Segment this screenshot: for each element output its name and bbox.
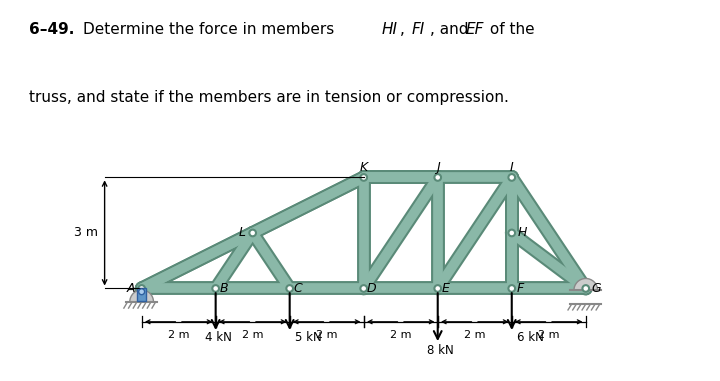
Wedge shape: [574, 279, 598, 290]
Circle shape: [434, 285, 441, 292]
Text: 5 kN: 5 kN: [295, 331, 322, 344]
Polygon shape: [137, 288, 146, 301]
Circle shape: [139, 289, 145, 295]
Circle shape: [508, 174, 515, 181]
Text: 2 m: 2 m: [168, 330, 189, 340]
Text: K: K: [359, 160, 368, 174]
Text: A: A: [127, 282, 135, 295]
Text: E: E: [442, 282, 450, 295]
Text: 2 m: 2 m: [538, 330, 559, 340]
Wedge shape: [130, 290, 153, 302]
Text: , and: , and: [430, 22, 473, 37]
Text: Determine the force in members: Determine the force in members: [83, 22, 339, 37]
Text: HI: HI: [382, 22, 397, 37]
Text: 6–49.: 6–49.: [29, 22, 74, 37]
Circle shape: [249, 230, 256, 236]
Text: 2 m: 2 m: [242, 330, 264, 340]
Text: G: G: [591, 282, 601, 295]
Circle shape: [361, 174, 367, 181]
Text: L: L: [239, 226, 246, 239]
Text: 3 m: 3 m: [74, 226, 98, 239]
Text: I: I: [510, 160, 513, 174]
Circle shape: [582, 285, 589, 292]
Text: D: D: [367, 282, 377, 295]
Text: 2 m: 2 m: [464, 330, 485, 340]
Text: 4 kN: 4 kN: [204, 331, 231, 344]
Text: H: H: [518, 226, 527, 239]
Text: ,: ,: [400, 22, 410, 37]
Text: truss, and state if the members are in tension or compression.: truss, and state if the members are in t…: [29, 90, 508, 105]
Circle shape: [508, 230, 515, 236]
Text: C: C: [294, 282, 302, 295]
Text: of the: of the: [485, 22, 535, 37]
Text: B: B: [220, 282, 228, 295]
Circle shape: [434, 174, 441, 181]
Text: F: F: [516, 282, 523, 295]
Text: EF: EF: [466, 22, 485, 37]
Text: J: J: [436, 160, 440, 174]
Circle shape: [508, 285, 515, 292]
Text: 2 m: 2 m: [316, 330, 338, 340]
Text: 2 m: 2 m: [390, 330, 411, 340]
Text: FI: FI: [412, 22, 425, 37]
Circle shape: [138, 285, 145, 292]
Circle shape: [287, 285, 293, 292]
Text: 6 kN: 6 kN: [517, 331, 544, 344]
Text: 8 kN: 8 kN: [427, 344, 454, 357]
Circle shape: [212, 285, 219, 292]
Circle shape: [361, 285, 367, 292]
